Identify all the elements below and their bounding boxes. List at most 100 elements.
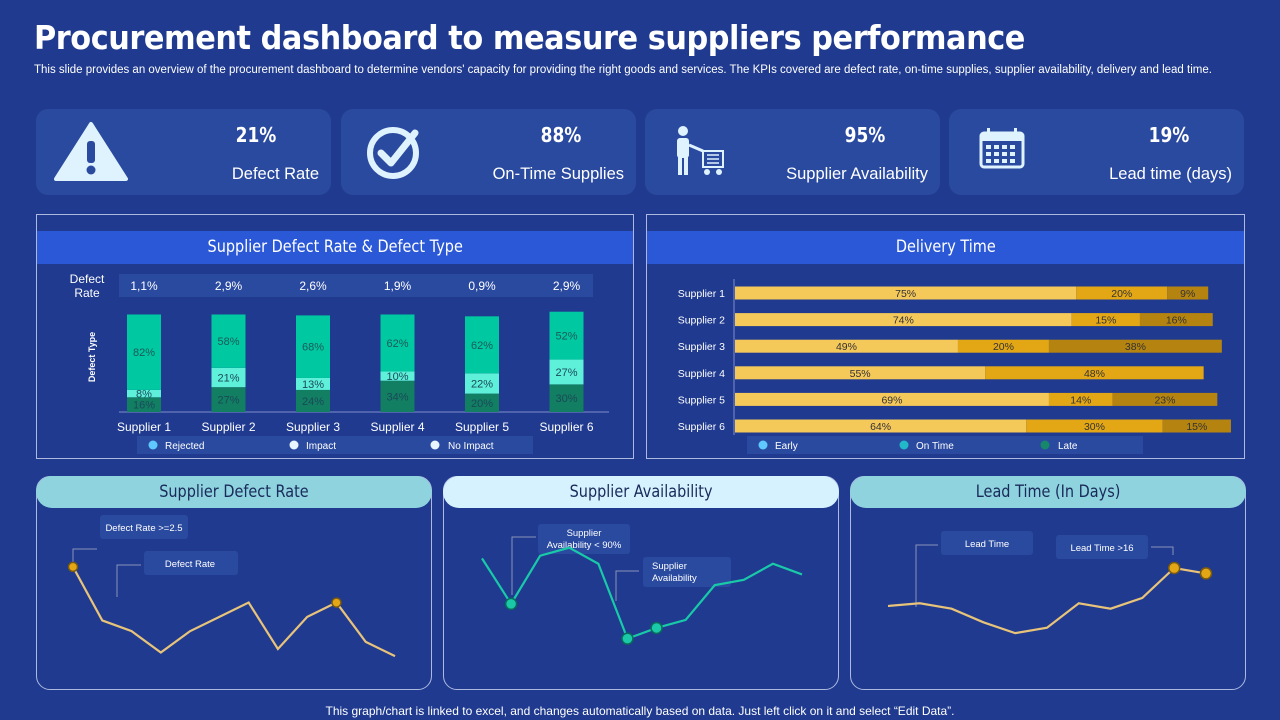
defect-rate-value: 2,6%	[299, 279, 327, 293]
defect-type-panel: Supplier Defect Rate & Defect Type Defec…	[36, 214, 634, 459]
kpi-card-defect-rate: 21% Defect Rate	[36, 109, 331, 195]
bar-on-time	[957, 339, 1049, 353]
defect-rate-strip	[119, 274, 593, 297]
footer-note: This graph/chart is linked to excel, and…	[325, 704, 955, 718]
bar-impact	[127, 389, 161, 398]
x-tick-label: Supplier 2	[201, 420, 255, 434]
highlight-point	[331, 597, 342, 608]
y-axis-label: Defect Type	[87, 332, 97, 382]
kpi-card-supplier-availability: 95% Supplier Availability	[645, 109, 940, 195]
bar-late	[1167, 286, 1209, 300]
kpi-card-lead-time: 19% Lead time (days)	[949, 109, 1244, 195]
bar-on-time	[985, 366, 1204, 380]
x-tick-label: Supplier 6	[539, 420, 593, 434]
y-tick-label: Supplier 6	[678, 421, 725, 433]
bar-value-label: 9%	[1180, 288, 1195, 300]
supplier-defect-rate-card: Supplier Defect Rate Defect Rate >=2.5 D…	[36, 476, 432, 690]
bar-rejected	[549, 384, 584, 412]
x-tick-label: Supplier 5	[455, 420, 509, 434]
bar-late	[1112, 392, 1218, 406]
bar-value-label: 20%	[471, 398, 493, 410]
bar-impact	[380, 371, 415, 381]
bar-on-time	[1076, 286, 1168, 300]
legend-swatch-no-impact	[430, 440, 440, 450]
bar-rejected	[127, 397, 161, 412]
highlight-point	[621, 632, 634, 645]
kpi-label: Supplier Availability	[786, 165, 928, 183]
bar-value-label: 64%	[870, 421, 891, 433]
defect-type-panel-header: Supplier Defect Rate & Defect Type	[37, 231, 633, 264]
bar-rejected	[211, 387, 246, 412]
page-subtitle: This slide provides an overview of the p…	[34, 64, 1212, 76]
bar-value-label: 38%	[1125, 341, 1146, 353]
bar-early	[735, 419, 1027, 433]
y-tick-label: Supplier 2	[678, 315, 725, 327]
y-tick-label: Supplier 5	[678, 394, 725, 406]
check-circle-icon	[367, 127, 419, 179]
legend-swatch-on-time	[899, 440, 909, 450]
card-header: Lead Time (In Days)	[850, 476, 1246, 508]
bar-value-label: 58%	[217, 336, 239, 348]
kpi-value: 19%	[1148, 123, 1190, 147]
kpi-card-on-time-supplies: 88% On-Time Supplies	[341, 109, 636, 195]
bar-value-label: 30%	[1084, 421, 1105, 433]
bar-value-label: 74%	[893, 315, 914, 327]
bar-on-time	[1048, 392, 1113, 406]
kpi-value: 21%	[235, 123, 277, 147]
bar-value-label: 75%	[895, 288, 916, 300]
y-tick-label: Supplier 3	[678, 341, 725, 353]
highlight-point	[1167, 561, 1181, 575]
bar-value-label: 49%	[836, 341, 857, 353]
legend-label-early: Early	[775, 441, 798, 452]
card-title: Supplier Availability	[569, 482, 713, 502]
defect-rate-value: 1,1%	[130, 279, 158, 293]
callout-leader	[1151, 546, 1174, 555]
callout-leader	[915, 544, 938, 607]
defect-rate-value: 1,9%	[384, 279, 412, 293]
panel-title: Delivery Time	[895, 237, 996, 257]
bar-no-impact	[296, 315, 330, 378]
bar-impact	[465, 373, 499, 394]
defect-rate-line-chart: Defect Rate >=2.5 Defect Rate	[67, 515, 396, 658]
series-line	[887, 566, 1207, 635]
card-header: Supplier Availability	[443, 476, 839, 508]
card-title: Supplier Defect Rate	[159, 482, 309, 502]
bar-value-label: 20%	[993, 341, 1014, 353]
card-title: Lead Time (In Days)	[975, 482, 1121, 502]
bar-value-label: 27%	[217, 395, 239, 407]
bar-value-label: 15%	[1186, 421, 1207, 433]
bar-value-label: 16%	[133, 400, 155, 412]
bar-value-label: 48%	[1084, 368, 1105, 380]
delivery-time-panel: Delivery Time Supplier 1 75% 20% 9% Supplier…	[646, 214, 1245, 459]
bar-value-label: 69%	[881, 394, 902, 406]
callout-text: Lead Time	[965, 539, 1009, 550]
legend-swatch-early	[758, 440, 768, 450]
defect-rate-label-line1: Defect	[70, 272, 105, 286]
bar-early	[735, 313, 1072, 327]
bar-early	[735, 366, 986, 380]
lead-time-card: Lead Time (In Days) Lead Time Lead Time …	[850, 476, 1246, 690]
bar-early	[735, 286, 1077, 300]
bar-no-impact	[549, 311, 584, 360]
page-title: Procurement dashboard to measure supplie…	[34, 18, 1025, 57]
legend-label-impact: Impact	[306, 441, 336, 452]
highlight-point	[504, 597, 518, 611]
legend-label-rejected: Rejected	[165, 441, 204, 452]
bar-no-impact	[465, 316, 499, 374]
bar-impact	[296, 377, 330, 390]
bar-no-impact	[380, 314, 415, 372]
bar-rejected	[465, 393, 499, 412]
calendar-icon	[979, 128, 1025, 169]
x-tick-label: Supplier 4	[370, 420, 424, 434]
callout-box	[941, 531, 1033, 555]
bar-value-label: 30%	[555, 393, 577, 405]
defect-rate-value: 2,9%	[553, 279, 581, 293]
bar-value-label: 20%	[1111, 288, 1132, 300]
callout-leader	[72, 548, 97, 565]
x-tick-label: Supplier 1	[117, 420, 171, 434]
bar-late	[1162, 419, 1231, 433]
kpi-label: Lead time (days)	[1109, 165, 1232, 183]
callout-text: Lead Time >16	[1070, 543, 1133, 554]
callout-box	[1056, 535, 1148, 559]
bar-value-label: 82%	[133, 347, 155, 359]
